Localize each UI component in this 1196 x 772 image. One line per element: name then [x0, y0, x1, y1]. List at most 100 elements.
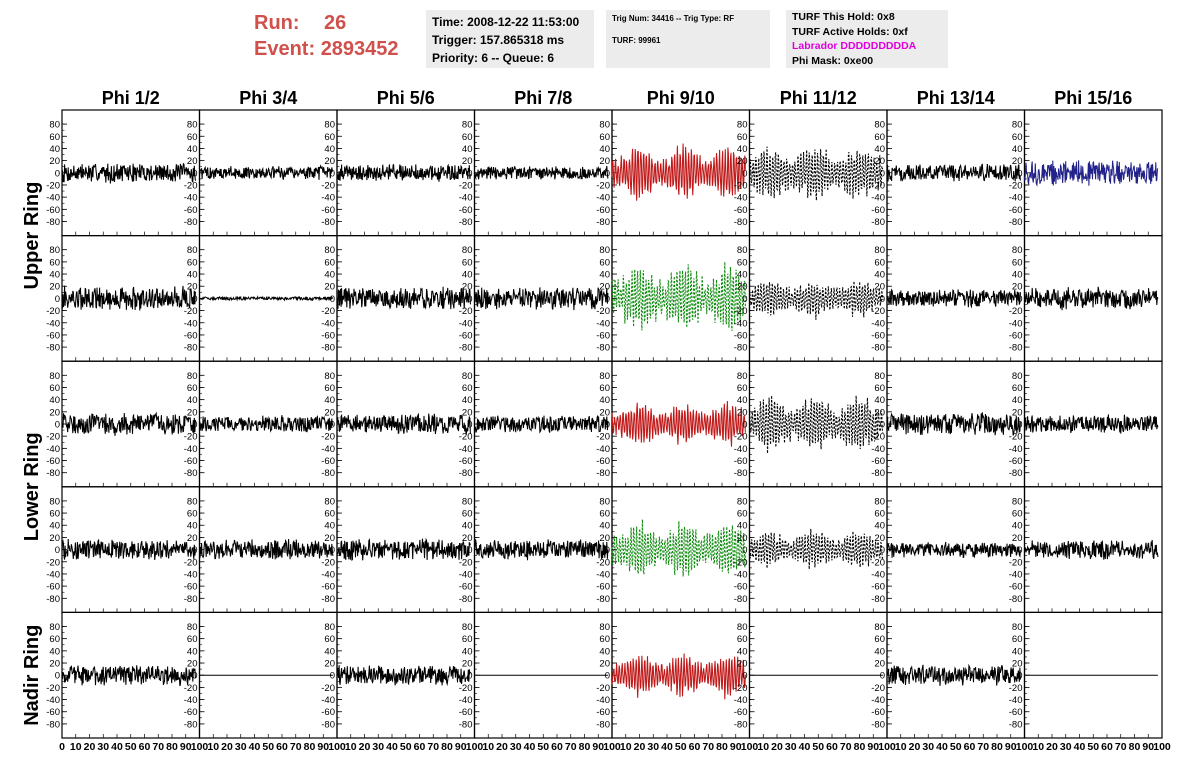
- y-tick-label: -60: [734, 582, 748, 593]
- turf-number-text: TURF: 99961: [612, 36, 661, 45]
- x-tick-label: 20: [1046, 741, 1058, 753]
- y-tick-label: 80: [599, 496, 610, 507]
- waveform-trace: [611, 261, 746, 331]
- x-tick-label: 40: [936, 741, 948, 753]
- turf-this-hold-text: TURF This Hold: 0x8: [792, 11, 895, 23]
- x-tick-label: 70: [427, 741, 439, 753]
- y-tick-label: -40: [46, 318, 60, 329]
- y-tick-label: 80: [49, 120, 60, 131]
- y-tick-label: 0: [192, 168, 197, 179]
- phi-mask-text: Phi Mask: 0xe00: [792, 54, 874, 67]
- y-tick-label: 0: [880, 294, 885, 305]
- y-tick-label: 60: [1012, 383, 1023, 394]
- y-tick-label: 80: [737, 120, 748, 131]
- x-tick-label: 30: [1060, 741, 1072, 753]
- y-tick-label: 60: [462, 634, 473, 645]
- y-tick-label: 60: [599, 132, 610, 143]
- column-header-5: Phi 9/10: [647, 88, 715, 108]
- y-tick-label: -80: [459, 217, 473, 228]
- y-tick-label: -20: [321, 683, 335, 694]
- x-tick-label: 20: [634, 741, 646, 753]
- y-tick-label: -60: [871, 456, 885, 467]
- x-tick-label: 60: [1101, 741, 1113, 753]
- y-tick-label: -20: [871, 432, 885, 443]
- y-tick-label: 80: [49, 245, 60, 256]
- y-tick-label: 20: [462, 533, 473, 544]
- y-tick-label: -60: [734, 456, 748, 467]
- y-tick-label: -40: [596, 444, 610, 455]
- y-tick-label: 0: [467, 671, 472, 682]
- trigger-info-box: Trig Num: 34416 -- Trig Type: RF TURF: 9…: [606, 10, 770, 68]
- y-tick-label: 40: [324, 521, 335, 532]
- y-tick-label: 40: [874, 521, 885, 532]
- y-tick-label: -60: [46, 330, 60, 341]
- waveform-trace: [611, 143, 746, 201]
- y-tick-label: 20: [599, 156, 610, 167]
- waveform-trace: [198, 538, 334, 560]
- y-tick-label: -80: [184, 468, 198, 479]
- y-tick-label: 40: [324, 646, 335, 657]
- y-tick-label: -20: [184, 432, 198, 443]
- y-tick-label: 20: [324, 156, 335, 167]
- y-tick-label: -60: [1009, 456, 1023, 467]
- x-tick-label: 30: [647, 741, 659, 753]
- y-tick-label: -40: [46, 444, 60, 455]
- x-tick-label: 30: [510, 741, 522, 753]
- y-tick-label: -40: [1009, 193, 1023, 204]
- y-tick-label: 20: [187, 659, 198, 670]
- y-tick-label: -40: [734, 193, 748, 204]
- y-tick-label: 40: [1012, 270, 1023, 281]
- waveform-trace: [886, 541, 1021, 559]
- y-tick-label: 20: [599, 533, 610, 544]
- x-tick-label: 20: [496, 741, 508, 753]
- x-tick-label: 40: [661, 741, 673, 753]
- y-tick-label: 60: [49, 132, 60, 143]
- y-tick-label: 20: [874, 533, 885, 544]
- column-header-2: Phi 3/4: [239, 88, 297, 108]
- y-tick-label: 60: [737, 634, 748, 645]
- x-tick-label: 80: [441, 741, 453, 753]
- y-tick-label: -80: [734, 719, 748, 730]
- y-tick-label: 60: [874, 132, 885, 143]
- y-tick-label: -80: [459, 468, 473, 479]
- y-tick-label: 80: [874, 120, 885, 131]
- y-tick-label: 40: [1012, 144, 1023, 155]
- y-tick-label: 80: [462, 120, 473, 131]
- x-tick-label: 50: [537, 741, 549, 753]
- event-label: Event:: [254, 38, 316, 60]
- y-tick-label: 20: [462, 156, 473, 167]
- x-tick-label: 30: [235, 741, 247, 753]
- y-tick-label: 80: [1012, 622, 1023, 633]
- y-tick-label: -60: [734, 205, 748, 216]
- y-tick-label: 40: [49, 144, 60, 155]
- column-header-4: Phi 7/8: [514, 88, 572, 108]
- y-tick-label: -60: [321, 707, 335, 718]
- y-tick-label: 80: [324, 622, 335, 633]
- y-tick-label: -20: [596, 557, 610, 568]
- y-tick-label: -60: [1009, 707, 1023, 718]
- y-tick-label: 40: [874, 144, 885, 155]
- x-tick-label: 90: [1005, 741, 1017, 753]
- y-tick-label: 20: [49, 282, 60, 293]
- x-tick-label: 90: [730, 741, 742, 753]
- y-tick-label: 0: [1017, 168, 1022, 179]
- y-tick-label: 80: [874, 245, 885, 256]
- x-tick-label: 60: [689, 741, 701, 753]
- y-tick-label: -80: [871, 343, 885, 354]
- waveform-trace: [61, 665, 196, 687]
- y-tick-label: 20: [1012, 533, 1023, 544]
- panel-frame: [748, 486, 888, 613]
- run-label: Run:: [254, 12, 300, 34]
- waveform-trace: [886, 412, 1021, 436]
- x-tick-label: 90: [180, 741, 192, 753]
- waveform-trace: [611, 400, 746, 447]
- y-tick-label: 80: [324, 245, 335, 256]
- y-tick-label: -20: [459, 180, 473, 191]
